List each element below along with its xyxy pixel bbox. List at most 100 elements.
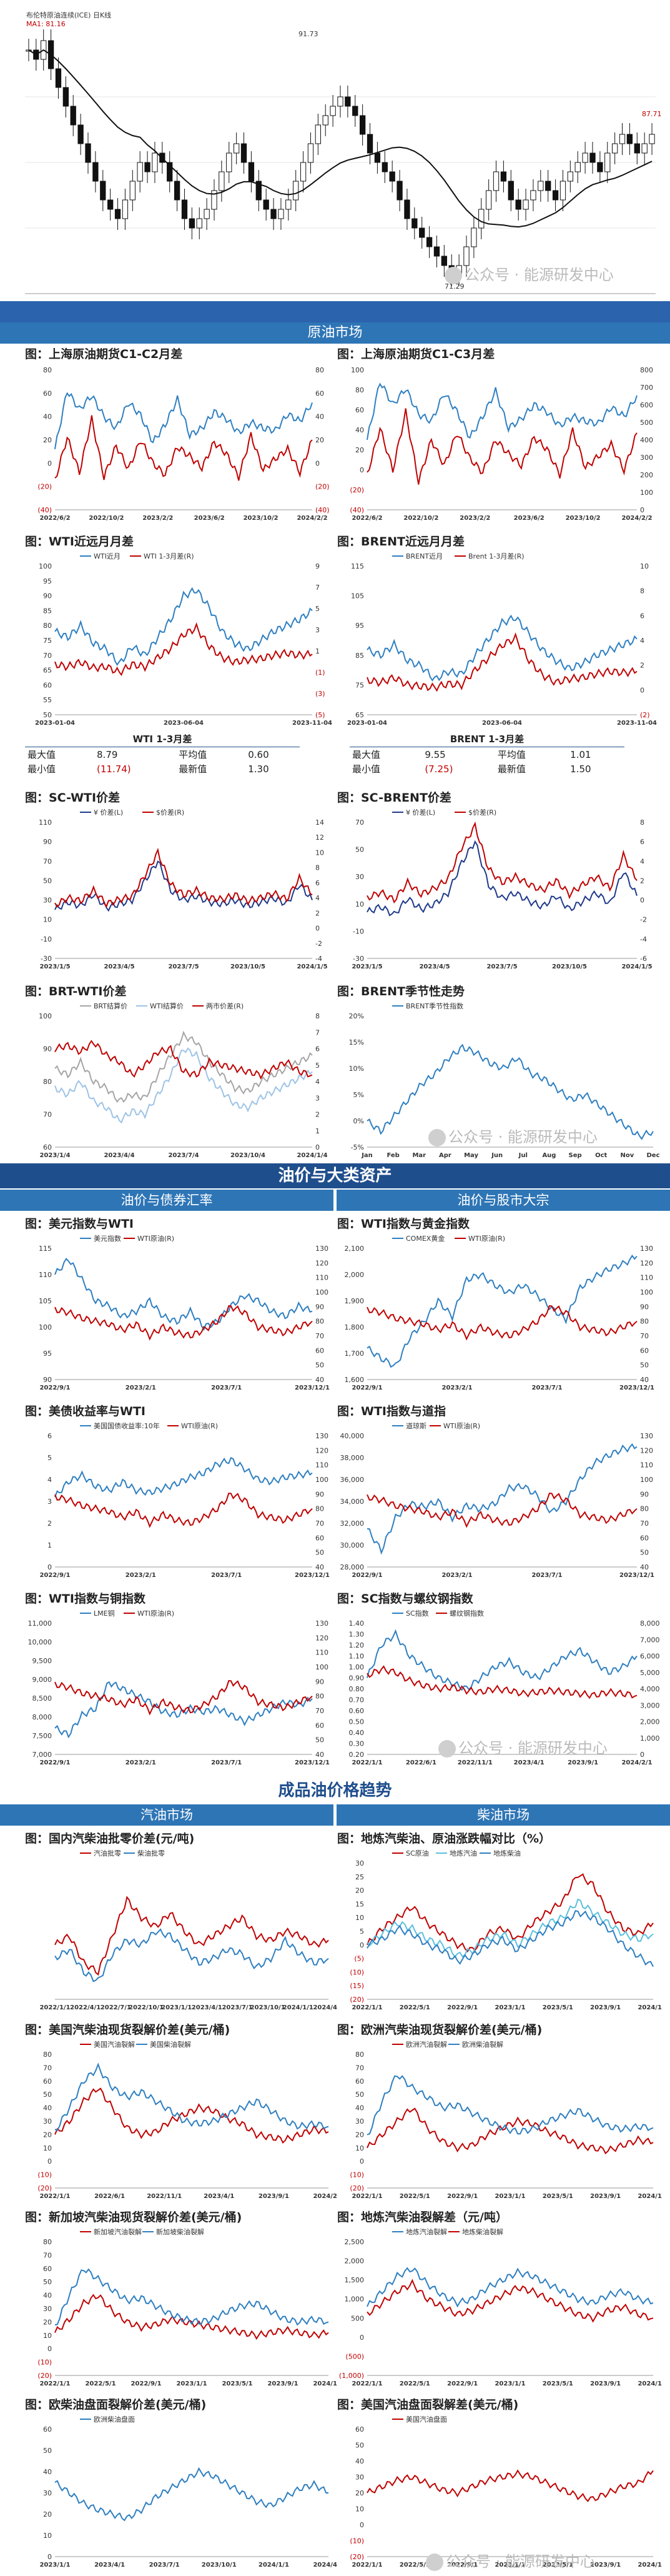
y-tick-label: (10) (350, 2171, 364, 2179)
y-tick-label: 1 (47, 1541, 52, 1549)
x-tick-label: 2024/1/1 (313, 2380, 337, 2387)
series-line-欧洲柴油裂解 (367, 2075, 654, 2136)
candle-last-label: 87.71 (642, 110, 662, 118)
chart-c17: 80 70 60 50 40 30 20 10 0 (10) (20)2022/1/1 2022/6/… (37, 2040, 337, 2200)
candle-body (538, 181, 544, 191)
y2-tick-label: 300 (640, 454, 653, 462)
candle-body (85, 143, 91, 163)
x-tick-label: 2024/1/1 (638, 2380, 662, 2387)
y-tick-label: 50 (355, 846, 364, 854)
y-tick-label: 30 (355, 2474, 364, 2482)
y-tick-label: (10) (37, 2359, 52, 2367)
legend-label: WTI结算价 (150, 1002, 184, 1010)
stats-value: (7.25) (425, 763, 453, 775)
y-tick-label: 10 (355, 1914, 364, 1922)
candle-body (493, 171, 500, 191)
y2-tick-label: 8 (640, 587, 644, 595)
y-tick-label: 2 (47, 1519, 52, 1528)
y-tick-label: 0 (360, 2334, 364, 2342)
y-tick-label: 500 (351, 2314, 364, 2322)
stats-label: 最小值 (27, 763, 56, 775)
legend-label: 汽油批零 (94, 1849, 121, 1857)
series-line-美元指数 (54, 1258, 313, 1331)
watermark-4: 公众号 · 能源研发中心 (426, 2549, 595, 2571)
candle-body (322, 115, 328, 126)
y2-tick-label: 50 (640, 1549, 649, 1557)
y-tick-label: 10 (43, 2532, 52, 2540)
x-tick-label: 2023/7/1 (531, 1572, 562, 1579)
series-line-WTI原油(R) (367, 1493, 638, 1528)
y2-tick-label: (1) (315, 669, 325, 677)
series-line-LME铜 (54, 1681, 313, 1739)
panel-c18: 图：欧洲汽柴油现货裂解价差(美元/桶) 80 70 60 50 40 30 20 10 0 (10… (337, 2021, 662, 2206)
y-tick-label: 50 (355, 2091, 364, 2099)
y-tick-label: 85 (43, 607, 52, 615)
y2-tick-label: 120 (640, 1446, 653, 1455)
x-tick-label: 2023/1/1 (39, 2562, 70, 2569)
y-tick-label: 70 (43, 2064, 52, 2072)
y-tick-label: 7,000 (32, 1751, 52, 1759)
x-tick-label: 2022/1/1 (39, 2004, 70, 2011)
candle-body (285, 199, 292, 210)
x-tick-label: 2023/7/5 (168, 963, 199, 970)
x-tick-label: 2023/2/1 (441, 1385, 472, 1391)
x-tick-label: 2022/1/1 (39, 2193, 70, 2200)
y-tick-label: 100 (351, 366, 364, 374)
y-tick-label: 50 (43, 877, 52, 885)
candle-body (374, 152, 381, 163)
y-tick-label: 90 (43, 1376, 52, 1384)
y2-tick-label: 130 (315, 1245, 328, 1253)
y2-tick-label: 120 (315, 1634, 328, 1642)
y2-tick-label: 100 (315, 1476, 328, 1484)
y-tick-label: 9,500 (32, 1657, 52, 1665)
series-line-美国柴油裂解 (54, 2062, 329, 2131)
y2-tick-label: 0 (640, 686, 644, 694)
y-tick-label: (15) (350, 1982, 364, 1990)
y2-tick-label: 70 (640, 1332, 649, 1340)
candle-body (315, 124, 322, 144)
y2-tick-label: 110 (640, 1274, 653, 1282)
y-tick-label: 10 (355, 2144, 364, 2152)
y-tick-label: (10) (37, 2171, 52, 2179)
y2-tick-label: 5 (315, 1062, 320, 1070)
chart-title-c4: 图：BRENT近远月月差 (337, 535, 465, 549)
y2-tick-label: 60 (315, 1721, 324, 1729)
panel-c8: 图：BRENT季节性走势 20% 15% 10% 5% 0% -5% Jan Feb Mar Ap… (337, 982, 662, 1163)
y2-tick-label: 3 (315, 1094, 320, 1102)
legend-label: ¥ 价差(L) (94, 808, 123, 817)
candle-body (604, 152, 611, 172)
series-line-WTI原油(R) (54, 1493, 313, 1528)
y-tick-label: 90 (43, 838, 52, 846)
candle-body (559, 181, 566, 201)
y-tick-label: 20 (43, 2318, 52, 2326)
x-tick-label: 2022/1/1 (352, 2004, 382, 2011)
x-tick-label: 2023/10/5 (230, 963, 265, 970)
y2-tick-label: (40) (315, 506, 330, 514)
x-tick-label: 2023/12/1 (295, 1759, 330, 1766)
stats-brent: BRENT 1-3月差 最大值 9.55 平均值 1.01 最小值 (7.25)… (350, 732, 624, 776)
chart-c10: 2,100 2,000 1,900 1,800 1,700 1,600 130 120 110 1… (345, 1234, 655, 1391)
candle-body (248, 162, 255, 182)
candle-body (129, 181, 135, 201)
x-tick-label: 2022/9/1 (39, 1759, 70, 1766)
y-tick-label: 0 (360, 2521, 364, 2529)
x-tick-label: 2023/2/1 (126, 1572, 156, 1579)
x-tick-label: 2023/12/1 (619, 1572, 654, 1579)
y-tick-label: 60 (355, 2425, 364, 2434)
series-line-地炼柴油 (367, 1910, 654, 1967)
x-tick-label: 2023/10/1 (250, 2004, 285, 2011)
series-line-螺纹钢指数 (367, 1665, 638, 1699)
panel-c11: 图：美债收益率与WTI 6 5 4 3 2 1 0 130 120 110 100 90 80 70 60 5… (25, 1402, 337, 1583)
candle-body (582, 152, 588, 163)
y-tick-label: 28,000 (340, 1563, 365, 1571)
panel-c19: 图：新加坡汽柴油现货裂解价差(美元/桶) 80 70 60 50 40 30 20 10 0 (1… (25, 2208, 337, 2393)
x-tick-label: 2023/10/5 (552, 963, 587, 970)
y-tick-label: (20) (350, 1996, 364, 2004)
x-tick-label: 2023-11-04 (292, 720, 332, 727)
y2-tick-label: 90 (315, 1303, 324, 1311)
panel-c6: 图：SC-BRENT价差 70 50 30 10 -10 -30 8 6 4 2 0 -2 -4 -6 20… (337, 788, 662, 976)
panel-c17: 图：美国汽柴油现货裂解价差(美元/桶) 80 70 60 50 40 30 20 10 0 (10… (25, 2021, 337, 2206)
x-tick-label: 2022/10/2 (89, 515, 124, 522)
y-tick-label: 0.70 (349, 1696, 365, 1704)
candle-body (626, 134, 633, 144)
